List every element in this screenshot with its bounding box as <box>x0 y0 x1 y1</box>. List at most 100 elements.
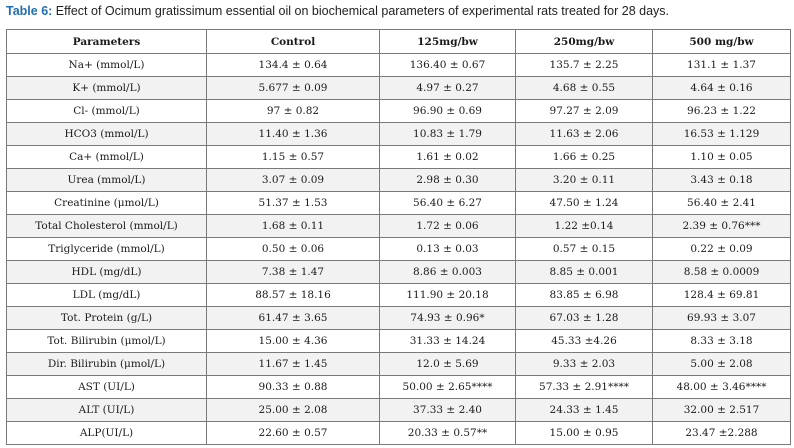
control-cell: 25.00 ± 2.08 <box>206 398 380 422</box>
table-row: Dir. Bilirubin (μmol/L) 11.67 ± 1.45 12.0 … <box>6 352 791 376</box>
parameter-cell: Dir. Bilirubin (μmol/L) <box>6 352 207 376</box>
parameter-cell: LDL (mg/dL) <box>6 283 207 307</box>
dose-125-cell: 111.90 ± 20.18 <box>379 283 516 307</box>
table-row: ALP(UI/L) 22.60 ± 0.57 20.33 ± 0.57** 15.00… <box>6 421 791 445</box>
column-header-125mg: 125mg/bw <box>379 29 516 54</box>
parameter-cell: Total Cholesterol (mmol/L) <box>6 214 207 238</box>
parameter-cell: Cl- (mmol/L) <box>6 99 207 123</box>
table-row: K+ (mmol/L) 5.677 ± 0.09 4.97 ± 0.27 4.68 ±… <box>6 76 791 100</box>
dose-250-cell: 9.33 ± 2.03 <box>515 352 653 376</box>
parameter-cell: Urea (mmol/L) <box>6 168 207 192</box>
dose-125-cell: 74.93 ± 0.96* <box>379 306 516 330</box>
dose-125-cell: 0.13 ± 0.03 <box>379 237 516 261</box>
dose-250-cell: 15.00 ± 0.95 <box>515 421 653 445</box>
dose-250-cell: 57.33 ± 2.91**** <box>515 375 653 399</box>
dose-125-cell: 31.33 ± 14.24 <box>379 329 516 353</box>
column-header-250mg: 250mg/bw <box>515 29 653 54</box>
table-row: ALT (UI/L) 25.00 ± 2.08 37.33 ± 2.40 24.33 … <box>6 398 791 422</box>
control-cell: 15.00 ± 4.36 <box>206 329 380 353</box>
dose-500-cell: 8.33 ± 3.18 <box>652 329 791 353</box>
dose-250-cell: 24.33 ± 1.45 <box>515 398 653 422</box>
dose-250-cell: 97.27 ± 2.09 <box>515 99 653 123</box>
control-cell: 97 ± 0.82 <box>206 99 380 123</box>
dose-125-cell: 8.86 ± 0.003 <box>379 260 516 284</box>
dose-250-cell: 11.63 ± 2.06 <box>515 122 653 146</box>
dose-125-cell: 2.98 ± 0.30 <box>379 168 516 192</box>
parameter-cell: Triglyceride (mmol/L) <box>6 237 207 261</box>
control-cell: 1.68 ± 0.11 <box>206 214 380 238</box>
control-cell: 5.677 ± 0.09 <box>206 76 380 100</box>
dose-250-cell: 135.7 ± 2.25 <box>515 53 653 77</box>
dose-250-cell: 3.20 ± 0.11 <box>515 168 653 192</box>
dose-500-cell: 56.40 ± 2.41 <box>652 191 791 215</box>
dose-250-cell: 67.03 ± 1.28 <box>515 306 653 330</box>
parameter-cell: HDL (mg/dL) <box>6 260 207 284</box>
control-cell: 88.57 ± 18.16 <box>206 283 380 307</box>
parameter-cell: Ca+ (mmol/L) <box>6 145 207 169</box>
table-row: Creatinine (μmol/L) 51.37 ± 1.53 56.40 ± 6… <box>6 191 791 215</box>
table-row: Tot. Bilirubin (μmol/L) 15.00 ± 4.36 31.33… <box>6 329 791 353</box>
parameter-cell: HCO3 (mmol/L) <box>6 122 207 146</box>
control-cell: 3.07 ± 0.09 <box>206 168 380 192</box>
parameter-cell: Tot. Protein (g/L) <box>6 306 207 330</box>
control-cell: 11.40 ± 1.36 <box>206 122 380 146</box>
control-cell: 134.4 ± 0.64 <box>206 53 380 77</box>
table-caption-text: Effect of Ocimum gratissimum essential o… <box>52 4 670 18</box>
control-cell: 7.38 ± 1.47 <box>206 260 380 284</box>
dose-500-cell: 2.39 ± 0.76*** <box>652 214 791 238</box>
parameter-cell: ALT (UI/L) <box>6 398 207 422</box>
dose-250-cell: 45.33 ±4.26 <box>515 329 653 353</box>
control-cell: 51.37 ± 1.53 <box>206 191 380 215</box>
control-cell: 11.67 ± 1.45 <box>206 352 380 376</box>
dose-125-cell: 12.0 ± 5.69 <box>379 352 516 376</box>
table-row: AST (UI/L) 90.33 ± 0.88 50.00 ± 2.65**** 57… <box>6 375 791 399</box>
dose-500-cell: 96.23 ± 1.22 <box>652 99 791 123</box>
dose-500-cell: 16.53 ± 1.129 <box>652 122 791 146</box>
table-caption: Table 6: Effect of Ocimum gratissimum es… <box>6 3 669 19</box>
dose-500-cell: 48.00 ± 3.46**** <box>652 375 791 399</box>
control-cell: 0.50 ± 0.06 <box>206 237 380 261</box>
parameter-cell: AST (UI/L) <box>6 375 207 399</box>
dose-500-cell: 3.43 ± 0.18 <box>652 168 791 192</box>
dose-250-cell: 83.85 ± 6.98 <box>515 283 653 307</box>
table-row: HCO3 (mmol/L) 11.40 ± 1.36 10.83 ± 1.79 11.… <box>6 122 791 146</box>
table-row: Na+ (mmol/L) 134.4 ± 0.64 136.40 ± 0.67 135… <box>6 53 791 77</box>
biochemical-parameters-table: Parameters Control 125mg/bw 250mg/bw 500… <box>6 29 791 445</box>
dose-250-cell: 1.22 ±0.14 <box>515 214 653 238</box>
control-cell: 1.15 ± 0.57 <box>206 145 380 169</box>
column-header-parameters: Parameters <box>6 29 207 54</box>
dose-250-cell: 8.85 ± 0.001 <box>515 260 653 284</box>
dose-500-cell: 131.1 ± 1.37 <box>652 53 791 77</box>
parameter-cell: Na+ (mmol/L) <box>6 53 207 77</box>
dose-125-cell: 4.97 ± 0.27 <box>379 76 516 100</box>
table-row: LDL (mg/dL) 88.57 ± 18.16 111.90 ± 20.18 83… <box>6 283 791 307</box>
parameter-cell: Tot. Bilirubin (μmol/L) <box>6 329 207 353</box>
dose-500-cell: 32.00 ± 2.517 <box>652 398 791 422</box>
table-caption-label: Table 6: <box>6 4 53 18</box>
dose-500-cell: 0.22 ± 0.09 <box>652 237 791 261</box>
dose-125-cell: 10.83 ± 1.79 <box>379 122 516 146</box>
table-row: Ca+ (mmol/L) 1.15 ± 0.57 1.61 ± 0.02 1.66 ±… <box>6 145 791 169</box>
column-header-500mg: 500 mg/bw <box>652 29 791 54</box>
dose-500-cell: 23.47 ±2.288 <box>652 421 791 445</box>
dose-125-cell: 136.40 ± 0.67 <box>379 53 516 77</box>
dose-125-cell: 96.90 ± 0.69 <box>379 99 516 123</box>
table-row: Triglyceride (mmol/L) 0.50 ± 0.06 0.13 ± 0… <box>6 237 791 261</box>
table-row: Cl- (mmol/L) 97 ± 0.82 96.90 ± 0.69 97.27 ±… <box>6 99 791 123</box>
dose-250-cell: 1.66 ± 0.25 <box>515 145 653 169</box>
parameter-cell: ALP(UI/L) <box>6 421 207 445</box>
table-body: Na+ (mmol/L) 134.4 ± 0.64 136.40 ± 0.67 135… <box>6 53 791 445</box>
table-row: Tot. Protein (g/L) 61.47 ± 3.65 74.93 ± 0.… <box>6 306 791 330</box>
dose-500-cell: 5.00 ± 2.08 <box>652 352 791 376</box>
dose-500-cell: 8.58 ± 0.0009 <box>652 260 791 284</box>
table-row: Total Cholesterol (mmol/L) 1.68 ± 0.11 1.7… <box>6 214 791 238</box>
table-row: Urea (mmol/L) 3.07 ± 0.09 2.98 ± 0.30 3.20 … <box>6 168 791 192</box>
dose-125-cell: 50.00 ± 2.65**** <box>379 375 516 399</box>
dose-250-cell: 4.68 ± 0.55 <box>515 76 653 100</box>
control-cell: 22.60 ± 0.57 <box>206 421 380 445</box>
parameter-cell: K+ (mmol/L) <box>6 76 207 100</box>
table-row: HDL (mg/dL) 7.38 ± 1.47 8.86 ± 0.003 8.85 ±… <box>6 260 791 284</box>
dose-500-cell: 69.93 ± 3.07 <box>652 306 791 330</box>
dose-250-cell: 47.50 ± 1.24 <box>515 191 653 215</box>
table-header-row: Parameters Control 125mg/bw 250mg/bw 500… <box>6 29 791 54</box>
